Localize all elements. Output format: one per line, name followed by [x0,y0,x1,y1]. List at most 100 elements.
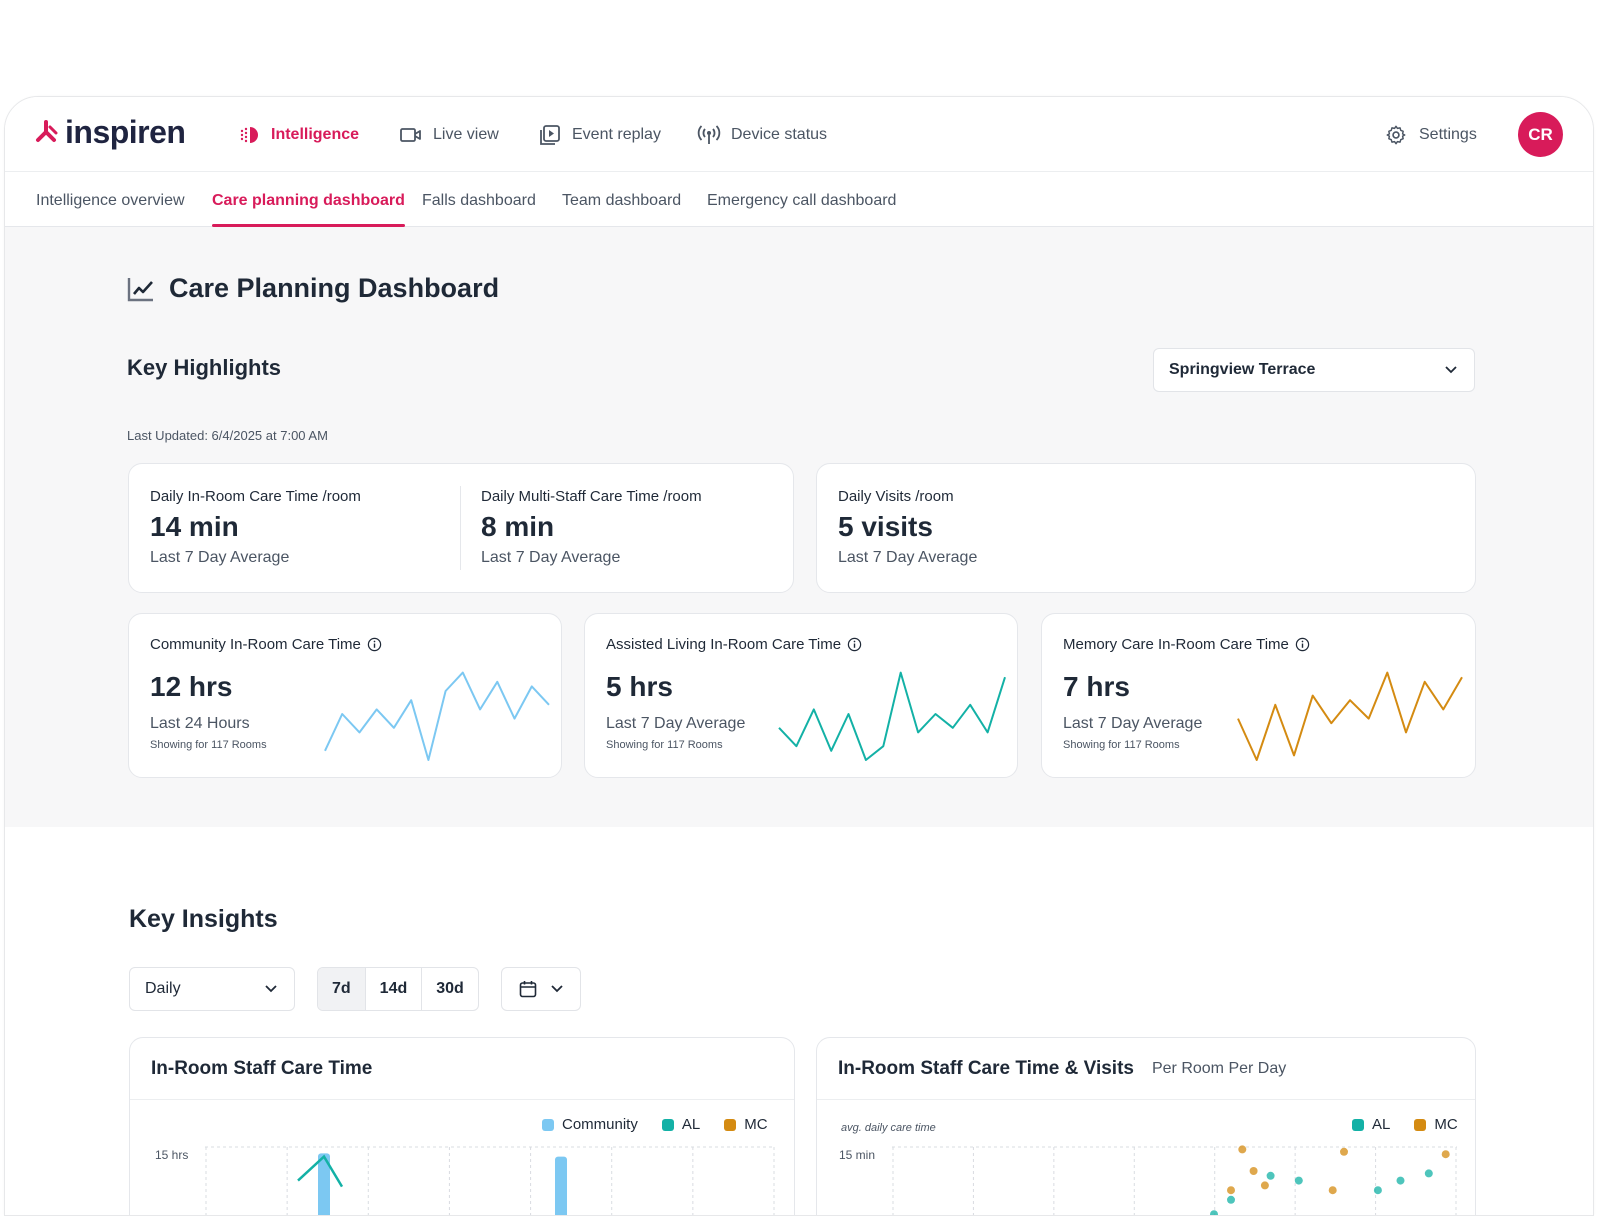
legend-item-al[interactable]: AL [661,1116,700,1133]
tab-intelligence-overview[interactable]: Intelligence overview [36,192,185,209]
metric-daily-visits: Daily Visits /room 5 visits Last 7 Day A… [838,488,977,567]
scatter-point-mc [1260,1181,1269,1190]
tab-team-dashboard[interactable]: Team dashboard [562,192,682,209]
key-highlights-title: Key Highlights [127,355,282,380]
line-chart-icon [127,277,153,301]
scatter-point-mc [1340,1147,1348,1156]
scatter-point-mc [1249,1167,1258,1175]
inspiren-logo[interactable]: inspiren [35,113,186,150]
scatter-point-al [1396,1176,1405,1185]
y-axis-tick-label: 15 hrs [155,1148,189,1162]
metric-label-text: Memory Care In-Room Care Time [1063,636,1289,653]
metric-label: Community In-Room Care Time [150,636,382,653]
sparkline-chart [778,671,1006,761]
chart-header: In-Room Staff Care Time [130,1038,794,1100]
metric-multi-staff-care-time: Daily Multi-Staff Care Time /room 8 min … [481,488,702,567]
nav-label: Device status [731,125,828,143]
metric-label: Daily Visits /room [838,488,954,505]
app-window: inspiren Intelligence Live view Event [4,96,1594,1216]
line-al [297,1154,344,1188]
metric-label-text: Assisted Living In-Room Care Time [606,636,842,653]
nav-intelligence[interactable]: Intelligence [239,97,359,172]
metric-value: 14 min [150,511,239,542]
nav-device-status[interactable]: Device status [697,97,827,172]
scatter-chart-plot [892,1145,1457,1215]
care-time-metrics-card: Daily In-Room Care Time /room 14 min Las… [128,463,794,593]
facility-select[interactable]: Springview Terrace [1153,348,1475,392]
trend-card-memory-care: Memory Care In-Room Care Time 7 hrs Last… [1041,613,1476,778]
page-title-text: Care Planning Dashboard [169,273,500,303]
legend-item-mc[interactable]: MC [724,1116,768,1133]
date-picker-button[interactable] [501,967,581,1011]
metric-note: Showing for 117 Rooms [150,739,267,751]
metric-period: Last 7 Day Average [1063,715,1203,732]
visits-metric-card: Daily Visits /room 5 visits Last 7 Day A… [816,463,1476,593]
date-range-toggle: 7d 14d 30d [317,967,479,1011]
user-avatar[interactable]: CR [1518,112,1563,157]
tab-care-planning-dashboard[interactable]: Care planning dashboard [212,173,405,227]
metric-period: Last 24 Hours [150,715,250,732]
metric-value: 5 hrs [606,671,673,702]
trend-card-assisted-living: Assisted Living In-Room Care Time 5 hrs … [584,613,1018,778]
scatter-point-al [1373,1186,1382,1195]
key-highlights-section: Care Planning Dashboard Key Highlights S… [5,227,1593,827]
nav-label: Intelligence [271,125,360,143]
chart-subtitle: Per Room Per Day [1151,1059,1287,1077]
nav-live-view[interactable]: Live view [399,97,499,172]
legend-item-al[interactable]: AL [1352,1116,1390,1133]
page-title: Care Planning Dashboard [127,273,499,304]
metric-value: 7 hrs [1063,671,1130,702]
scatter-point-al [1424,1169,1433,1178]
sparkline-chart [324,671,550,761]
metric-label: Daily Multi-Staff Care Time /room [481,488,702,505]
range-7d-button[interactable]: 7d [318,968,366,1010]
legend-label: MC [744,1116,768,1133]
metric-label: Daily In-Room Care Time /room [150,488,361,505]
settings-button[interactable]: Settings [1385,97,1477,172]
metric-value: 5 visits [838,511,933,542]
brand-name: inspiren [65,113,186,150]
legend-label: Community [562,1116,638,1133]
brand-mark-icon [36,120,58,142]
settings-label: Settings [1419,125,1477,143]
legend-swatch [542,1118,554,1131]
legend-swatch [661,1118,674,1131]
metric-value: 12 hrs [150,671,233,702]
nav-label: Live view [433,125,499,143]
tab-emergency-call-dashboard[interactable]: Emergency call dashboard [707,192,897,209]
metric-period: Last 7 Day Average [150,549,290,566]
scatter-point-mc [1238,1145,1247,1154]
scatter-point-mc [1441,1150,1450,1159]
info-icon[interactable] [847,637,862,652]
sparkline-chart [1237,671,1463,761]
info-icon[interactable] [367,637,382,652]
info-icon[interactable] [1295,637,1310,652]
bar-chart-plot [205,1146,775,1215]
range-30d-button[interactable]: 30d [436,980,464,997]
legend-item-mc[interactable]: MC [1414,1116,1458,1133]
metric-in-room-care-time: Daily In-Room Care Time /room 14 min Las… [150,488,361,567]
granularity-select[interactable]: Daily [129,967,295,1011]
metric-period: Last 7 Day Average [481,549,621,566]
tab-falls-dashboard[interactable]: Falls dashboard [422,192,536,209]
chart-legend: AL MC [1352,1116,1458,1133]
chevron-down-icon [265,985,277,993]
chart-title: In-Room Staff Care Time & Visits [838,1057,1134,1079]
video-camera-icon [400,127,421,142]
legend-item-community[interactable]: Community [542,1116,638,1133]
divider [460,486,461,570]
nav-event-replay[interactable]: Event replay [538,97,661,172]
metric-period: Last 7 Day Average [606,715,746,732]
calendar-icon [519,981,537,998]
sparkline-series [1237,671,1463,761]
trend-card-community: Community In-Room Care Time 12 hrs Last … [128,613,562,778]
scatter-point-mc [1328,1186,1337,1195]
legend-label: AL [1372,1116,1391,1133]
chart-header: In-Room Staff Care Time & Visits Per Roo… [817,1038,1475,1100]
chevron-down-icon [551,985,563,993]
trend-metric: Community In-Room Care Time 12 hrs Last … [150,636,382,751]
nav-label: Event replay [572,125,661,143]
range-14d-button[interactable]: 14d [366,968,423,1010]
key-insights-title: Key Insights [129,905,278,933]
y-axis-title: avg. daily care time [841,1122,936,1134]
